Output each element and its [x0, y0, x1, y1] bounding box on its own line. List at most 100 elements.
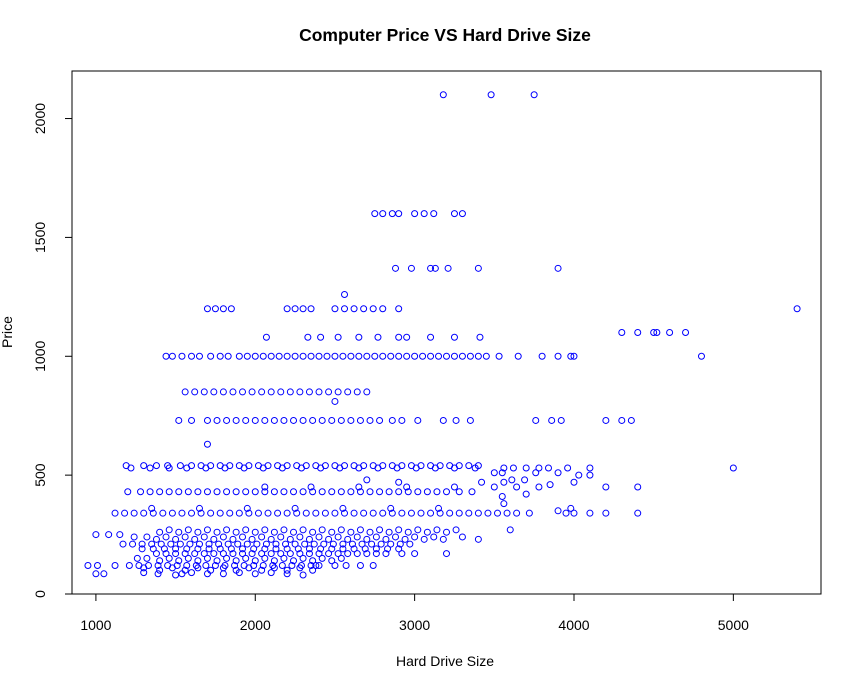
data-point: [124, 488, 132, 496]
data-point: [183, 545, 191, 553]
data-point: [353, 533, 361, 541]
data-point: [403, 333, 411, 341]
data-point: [321, 509, 329, 517]
data-point: [194, 545, 202, 553]
data-point: [283, 566, 291, 574]
data-point: [278, 561, 286, 569]
data-point: [264, 509, 272, 517]
data-point: [363, 550, 371, 558]
data-point: [323, 352, 331, 360]
data-point: [146, 488, 154, 496]
data-point: [270, 416, 278, 424]
data-point: [474, 352, 482, 360]
data-point: [618, 329, 626, 336]
data-point: [318, 488, 326, 496]
data-point: [315, 550, 323, 558]
data-point: [175, 528, 183, 536]
data-point: [653, 329, 661, 336]
data-point: [207, 509, 215, 517]
data-point: [522, 464, 530, 472]
data-point: [490, 483, 498, 491]
data-point: [130, 509, 138, 517]
data-point: [243, 352, 251, 360]
data-point: [458, 210, 466, 218]
data-point: [602, 483, 610, 491]
data-point: [160, 545, 168, 553]
data-point: [379, 210, 387, 218]
data-point: [618, 416, 626, 424]
data-point: [267, 352, 275, 360]
data-point: [450, 333, 458, 341]
data-point: [466, 352, 474, 360]
data-point: [261, 416, 269, 424]
data-point: [474, 509, 482, 517]
data-point: [482, 352, 490, 360]
data-point: [371, 352, 379, 360]
data-point: [341, 290, 349, 298]
data-point: [353, 550, 361, 558]
data-point: [567, 504, 575, 512]
data-point: [261, 488, 269, 496]
data-point: [159, 509, 167, 517]
data-point: [344, 535, 352, 543]
data-point: [282, 540, 290, 548]
x-tick-label: 3000: [399, 617, 430, 633]
data-point: [403, 483, 411, 491]
y-axis: 0 500 1000 1500 2000: [32, 103, 73, 598]
data-point: [258, 388, 266, 396]
data-point: [500, 478, 508, 486]
data-point: [100, 570, 108, 578]
data-point: [146, 464, 154, 472]
data-point: [140, 569, 148, 577]
data-point: [210, 535, 218, 543]
data-point: [363, 535, 371, 543]
data-point: [309, 488, 317, 496]
data-point: [307, 305, 315, 313]
data-point: [213, 528, 221, 536]
data-point: [203, 554, 211, 562]
data-point: [219, 533, 227, 541]
y-tick-label: 2000: [32, 103, 48, 134]
data-point: [157, 540, 165, 548]
data-point: [634, 509, 642, 517]
data-point: [361, 545, 369, 553]
data-point: [331, 561, 339, 569]
data-point: [154, 561, 162, 569]
data-point: [183, 561, 191, 569]
y-tick-label: 0: [32, 590, 48, 598]
data-point: [93, 561, 101, 569]
data-point: [267, 535, 275, 543]
data-point: [395, 305, 403, 313]
data-point: [305, 545, 313, 553]
data-point: [388, 416, 396, 424]
data-point: [251, 557, 259, 565]
data-point: [152, 462, 160, 470]
data-point: [119, 540, 127, 548]
data-point: [355, 483, 363, 491]
data-point: [286, 535, 294, 543]
data-point: [374, 464, 382, 472]
data-point: [105, 531, 113, 539]
data-point: [251, 528, 259, 536]
data-point: [288, 561, 296, 569]
data-point: [251, 488, 259, 496]
data-point: [356, 416, 364, 424]
data-point: [369, 509, 377, 517]
data-point: [793, 305, 801, 313]
data-point: [299, 526, 307, 534]
data-point: [334, 333, 342, 341]
data-point: [267, 550, 275, 558]
data-point: [344, 550, 352, 558]
data-point: [297, 464, 305, 472]
data-point: [291, 504, 299, 512]
data-point: [175, 416, 183, 424]
data-point: [188, 352, 196, 360]
data-point: [181, 388, 189, 396]
data-point: [331, 305, 339, 313]
data-point: [407, 509, 415, 517]
data-point: [191, 535, 199, 543]
data-point: [392, 533, 400, 541]
data-point: [506, 526, 514, 534]
data-point: [156, 488, 164, 496]
data-point: [186, 540, 194, 548]
